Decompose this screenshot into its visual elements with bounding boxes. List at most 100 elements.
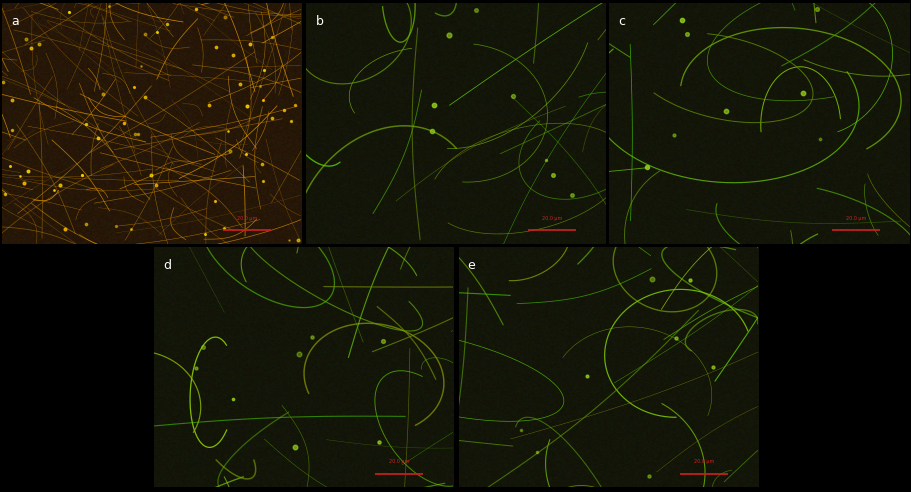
Point bbox=[207, 197, 221, 205]
Text: c: c bbox=[618, 15, 625, 29]
Point bbox=[371, 438, 385, 446]
Point bbox=[506, 92, 520, 100]
Point bbox=[674, 17, 689, 25]
Point bbox=[62, 8, 77, 16]
Point bbox=[283, 117, 298, 125]
Point bbox=[52, 181, 67, 188]
Point bbox=[138, 30, 152, 38]
Point bbox=[128, 129, 142, 137]
Point bbox=[264, 33, 279, 41]
Point bbox=[0, 78, 10, 86]
Point bbox=[424, 127, 438, 135]
Text: b: b bbox=[315, 15, 322, 29]
Point bbox=[257, 66, 271, 74]
Point bbox=[75, 171, 89, 179]
Point bbox=[255, 177, 270, 185]
Point bbox=[189, 364, 203, 372]
Point bbox=[78, 220, 93, 228]
Point bbox=[5, 96, 19, 104]
Point bbox=[78, 121, 93, 128]
Point bbox=[264, 114, 279, 122]
Point bbox=[18, 35, 33, 43]
Point bbox=[304, 333, 319, 341]
Point bbox=[809, 5, 824, 13]
Point bbox=[225, 395, 240, 403]
Point bbox=[0, 190, 12, 198]
Point bbox=[579, 372, 594, 380]
Point bbox=[666, 131, 681, 139]
Point bbox=[564, 191, 578, 199]
Point bbox=[159, 20, 174, 28]
Text: 20.0 μm: 20.0 μm bbox=[693, 459, 713, 464]
Point bbox=[442, 31, 456, 39]
Point bbox=[117, 119, 131, 127]
Point bbox=[134, 62, 148, 70]
Point bbox=[240, 102, 254, 110]
Text: 20.0 μm: 20.0 μm bbox=[389, 459, 409, 464]
Point bbox=[3, 162, 17, 170]
Point bbox=[256, 96, 271, 104]
Point bbox=[148, 181, 163, 189]
Point bbox=[529, 448, 544, 456]
Point bbox=[95, 91, 109, 98]
Point bbox=[538, 156, 553, 164]
Point bbox=[24, 44, 38, 52]
Point bbox=[138, 93, 152, 101]
Point bbox=[32, 40, 46, 48]
Point bbox=[281, 236, 295, 244]
Point bbox=[209, 43, 223, 51]
Point bbox=[21, 167, 36, 175]
Point bbox=[131, 130, 146, 138]
Point bbox=[288, 443, 302, 451]
Point bbox=[468, 6, 483, 14]
Point bbox=[108, 222, 123, 230]
Point bbox=[291, 236, 305, 244]
Text: d: d bbox=[163, 259, 171, 272]
Point bbox=[222, 148, 237, 155]
Point bbox=[718, 107, 732, 115]
Point bbox=[375, 337, 390, 345]
Point bbox=[189, 5, 203, 13]
Point bbox=[127, 83, 141, 91]
Point bbox=[149, 28, 164, 35]
Point bbox=[644, 275, 659, 283]
Text: a: a bbox=[11, 15, 18, 29]
Point bbox=[288, 101, 302, 109]
Point bbox=[217, 224, 231, 232]
Point bbox=[197, 230, 211, 238]
Point bbox=[795, 89, 810, 97]
Point bbox=[242, 40, 257, 48]
Text: 20.0 μm: 20.0 μm bbox=[237, 215, 257, 221]
Point bbox=[218, 13, 232, 21]
Point bbox=[196, 343, 210, 351]
Point bbox=[5, 126, 19, 134]
Point bbox=[202, 101, 217, 109]
Point bbox=[101, 2, 116, 10]
Point bbox=[292, 350, 306, 358]
Point bbox=[641, 472, 656, 480]
Point bbox=[545, 171, 559, 179]
Point bbox=[225, 51, 240, 59]
Point bbox=[144, 172, 159, 180]
Point bbox=[812, 135, 826, 143]
Point bbox=[679, 30, 693, 37]
Point bbox=[47, 186, 62, 194]
Text: e: e bbox=[467, 259, 475, 272]
Point bbox=[16, 179, 31, 187]
Point bbox=[91, 134, 106, 142]
Text: 20.0 μm: 20.0 μm bbox=[541, 215, 561, 221]
Point bbox=[426, 101, 441, 109]
Point bbox=[276, 106, 291, 114]
Point bbox=[124, 225, 138, 233]
Point bbox=[639, 163, 653, 171]
Point bbox=[58, 225, 73, 233]
Point bbox=[681, 276, 696, 284]
Point bbox=[254, 160, 269, 168]
Point bbox=[220, 126, 235, 134]
Point bbox=[252, 82, 267, 90]
Point bbox=[669, 335, 683, 342]
Text: 20.0 μm: 20.0 μm bbox=[844, 215, 865, 221]
Point bbox=[12, 172, 26, 180]
Point bbox=[238, 150, 252, 158]
Point bbox=[232, 80, 247, 88]
